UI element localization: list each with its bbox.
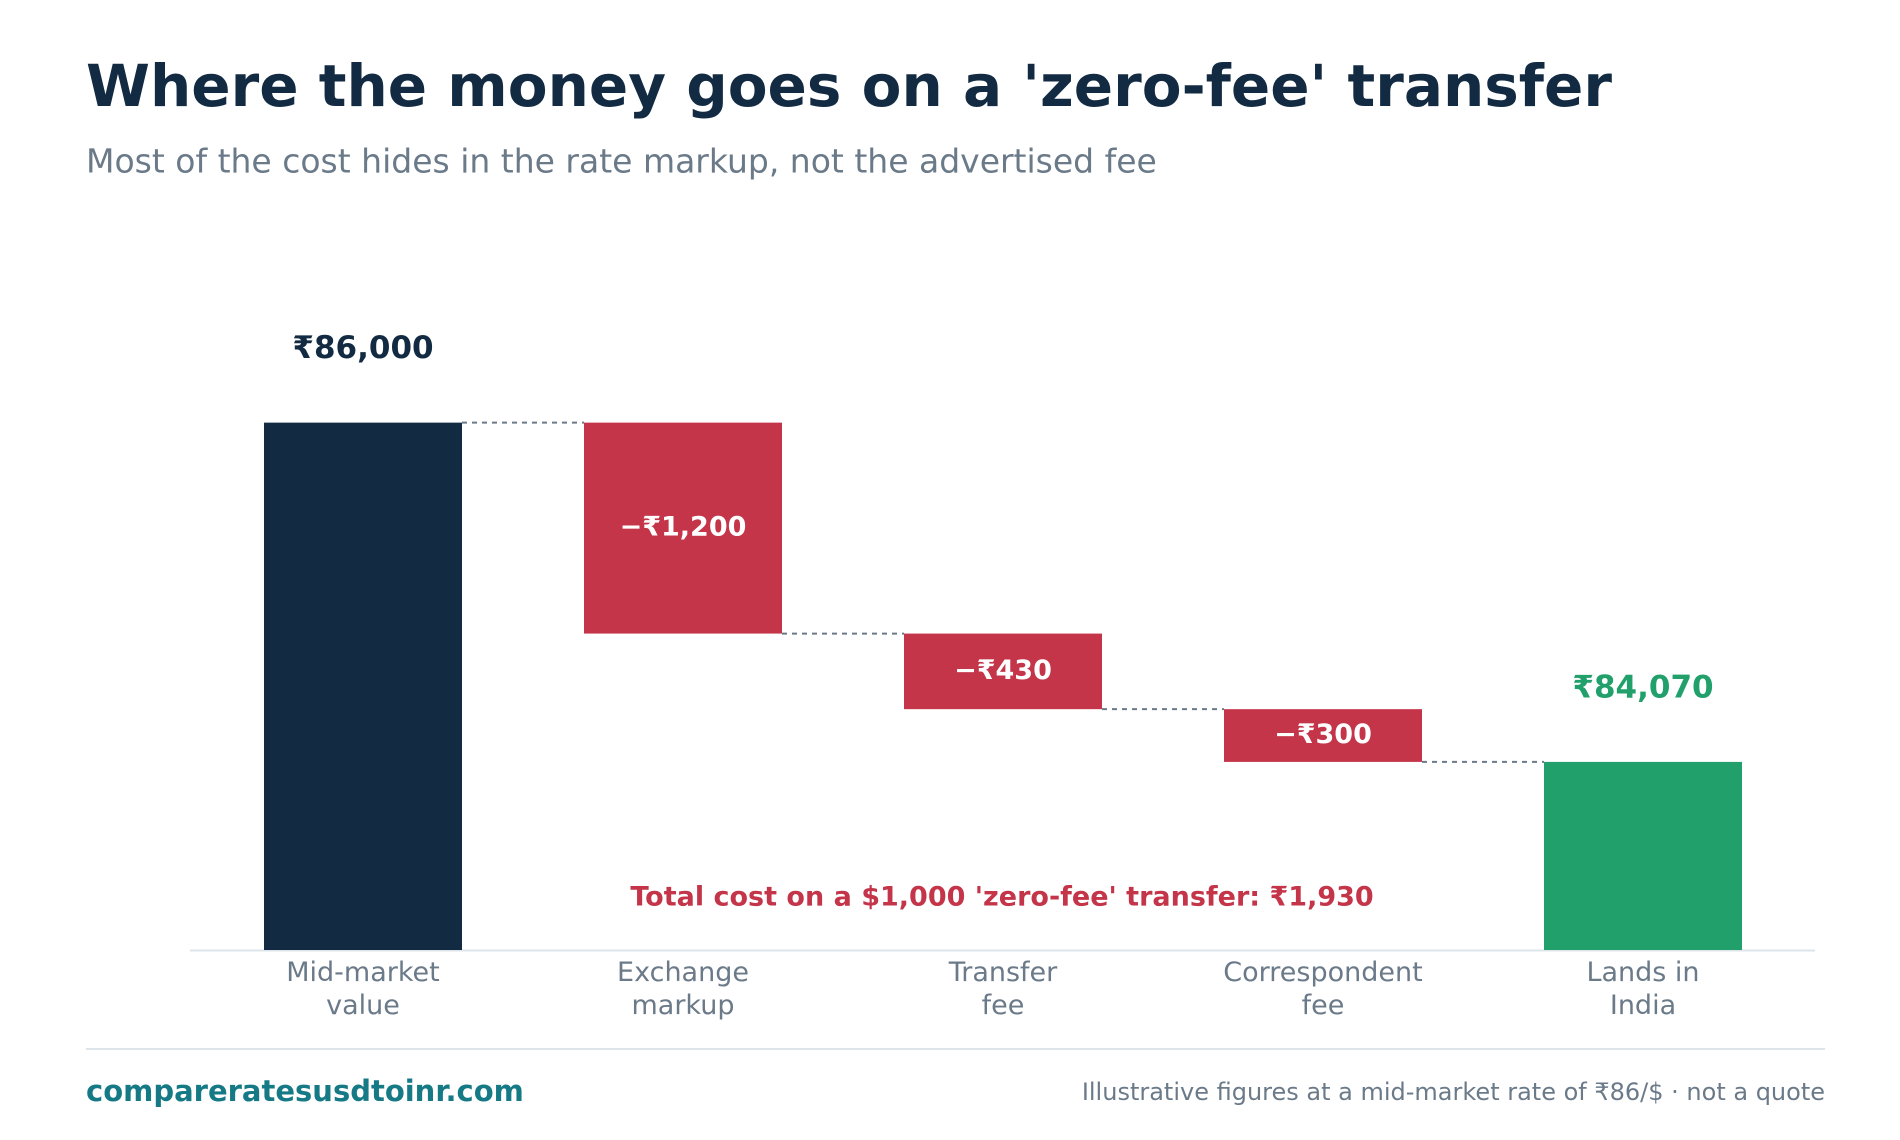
bar: [1544, 761, 1742, 950]
x-tick-label: Mid-market value: [286, 957, 440, 1021]
value-label: −₹1,200: [620, 512, 747, 543]
footer-note: Illustrative figures at a mid-market rat…: [1082, 1078, 1825, 1106]
bar: [904, 633, 1102, 710]
x-tick-label: Correspondent fee: [1223, 957, 1423, 1021]
bar: [264, 422, 462, 950]
chart-title: Where the money goes on a 'zero-fee' tra…: [86, 52, 1612, 120]
value-label: ₹84,070: [1572, 669, 1713, 705]
value-label: −₹430: [954, 655, 1052, 686]
chart-subtitle: Most of the cost hides in the rate marku…: [86, 142, 1157, 181]
annotation: Total cost on a $1,000 'zero-fee' transf…: [630, 882, 1373, 913]
bar: [1224, 709, 1422, 762]
value-label: −₹300: [1274, 719, 1372, 750]
footer-site: compareratesusdtoinr.com: [86, 1074, 524, 1108]
bar: [584, 422, 782, 634]
x-tick-label: Lands in India: [1586, 957, 1700, 1021]
x-tick-label: Transfer fee: [948, 957, 1058, 1021]
x-tick-label: Exchange markup: [617, 957, 749, 1021]
value-label: ₹86,000: [292, 330, 433, 366]
